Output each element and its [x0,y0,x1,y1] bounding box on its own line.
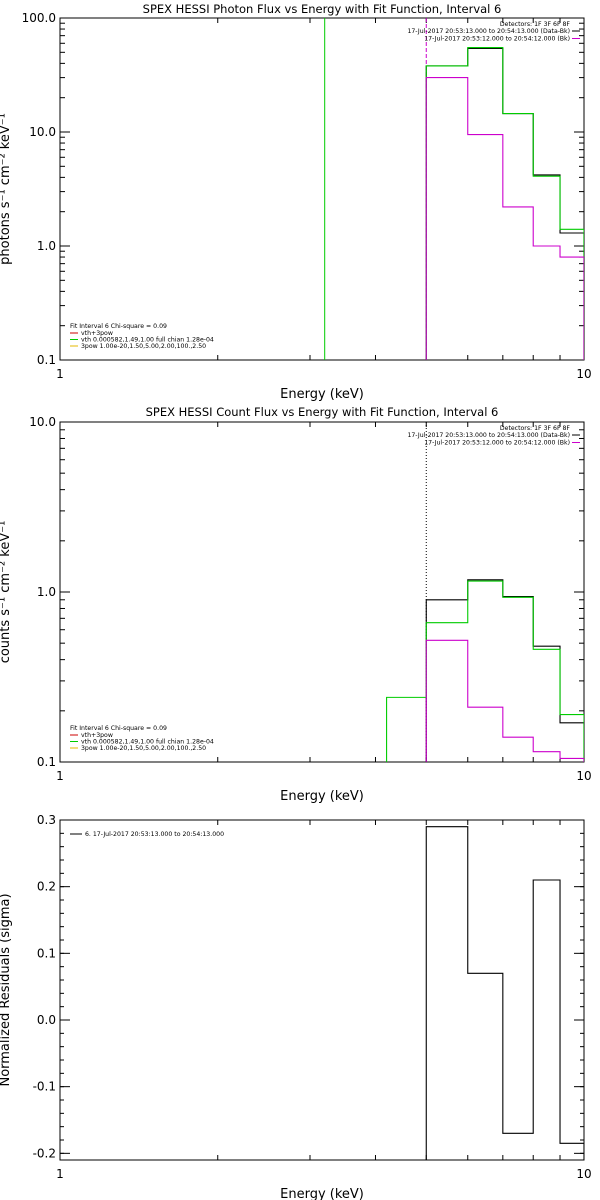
plot-area [324,18,584,360]
series-2-step-line [425,47,584,360]
series-1-step-line [425,579,584,762]
y-tick-label: 0.1 [37,353,56,367]
x-tick-label: 10 [576,1167,591,1181]
y-tick-label: -0.2 [33,1146,56,1160]
x-axis-label: Energy (keV) [280,1187,364,1200]
fit-info-entry: vth+3pow [81,330,113,337]
legend-header: Detectors: 1F 3F 6F 8F [500,21,571,28]
y-axis-label: counts s⁻¹ cm⁻² keV⁻¹ [0,521,13,664]
fit-info-header: Fit Interval 6 Chi-square = 0.09 [70,725,167,732]
y-axis-label: photons s⁻¹ cm⁻² keV⁻¹ [0,113,13,265]
chart-2: SPEX HESSI Count Flux vs Energy with Fit… [0,405,592,804]
plot-area [386,422,584,762]
y-tick-label: 0.1 [37,755,56,769]
fit-info-entry: vth+3pow [81,732,113,739]
y-tick-label: 10.0 [29,125,56,139]
legend-entry-text: 17-Jul-2017 20:53:13.000 to 20:54:13.000… [407,28,570,35]
y-tick-label: -0.1 [33,1080,56,1094]
plot-frame [59,17,585,361]
fit-info-entry: vth 0.000582,1.49,1.00 full chian 1.28e-… [81,337,214,344]
x-tick-label: 1 [56,769,64,783]
chart-3: Energy (keV) Normalized Residuals (sigma)… [0,813,592,1200]
y-axis-label: Normalized Residuals (sigma) [0,893,13,1086]
y-tick-label: 100.0 [22,11,56,25]
x-tick-label: 1 [56,367,64,381]
plot-area [425,826,584,1160]
y-tick-label: 0.2 [37,880,56,894]
legend-entry-text: 17-Jul-2017 20:53:12.000 to 20:54:12.000… [424,440,570,447]
y-tick-label: 1.0 [37,585,56,599]
x-axis-label: Energy (keV) [280,789,364,804]
legend-entry-text: 17-Jul-2017 20:53:12.000 to 20:54:12.000… [424,36,570,43]
chart-title: SPEX HESSI Photon Flux vs Energy with Fi… [143,2,502,16]
plot-frame [59,421,585,763]
legend-entry-text: 6. 17-Jul-2017 20:53:13.000 to 20:54:13.… [85,831,224,838]
y-tick-label: 0.1 [37,946,56,960]
y-tick-label: 0.0 [37,1013,56,1027]
series-3-step-line [425,639,584,762]
y-tick-label: 1.0 [37,239,56,253]
plot-frame [59,819,585,1161]
y-tick-label: 10.0 [29,415,56,429]
fit-info-entry: vth 0.000582,1.49,1.00 full chian 1.28e-… [81,739,214,746]
series-1-step-line [425,826,584,1160]
y-tick-label: 0.3 [37,813,56,827]
series-3-step-line [425,77,584,360]
x-tick-label: 10 [576,769,591,783]
x-tick-label: 10 [576,367,591,381]
legend-entry-text: 17-Jul-2017 20:53:13.000 to 20:54:13.000… [407,432,570,439]
legend-header: Detectors: 1F 3F 6F 8F [500,425,571,432]
fit-info-entry: 3pow 1.00e-20,1.50,5.00,2.00,100.,2.50 [81,745,206,752]
fit-info-entry: 3pow 1.00e-20,1.50,5.00,2.00,100.,2.50 [81,343,206,350]
chart-title: SPEX HESSI Count Flux vs Energy with Fit… [146,405,499,419]
series-2-step-line [386,580,584,762]
fit-info-header: Fit Interval 6 Chi-square = 0.09 [70,323,167,330]
chart-1: SPEX HESSI Photon Flux vs Energy with Fi… [0,2,592,402]
x-axis-label: Energy (keV) [280,387,364,402]
x-tick-label: 1 [56,1167,64,1181]
